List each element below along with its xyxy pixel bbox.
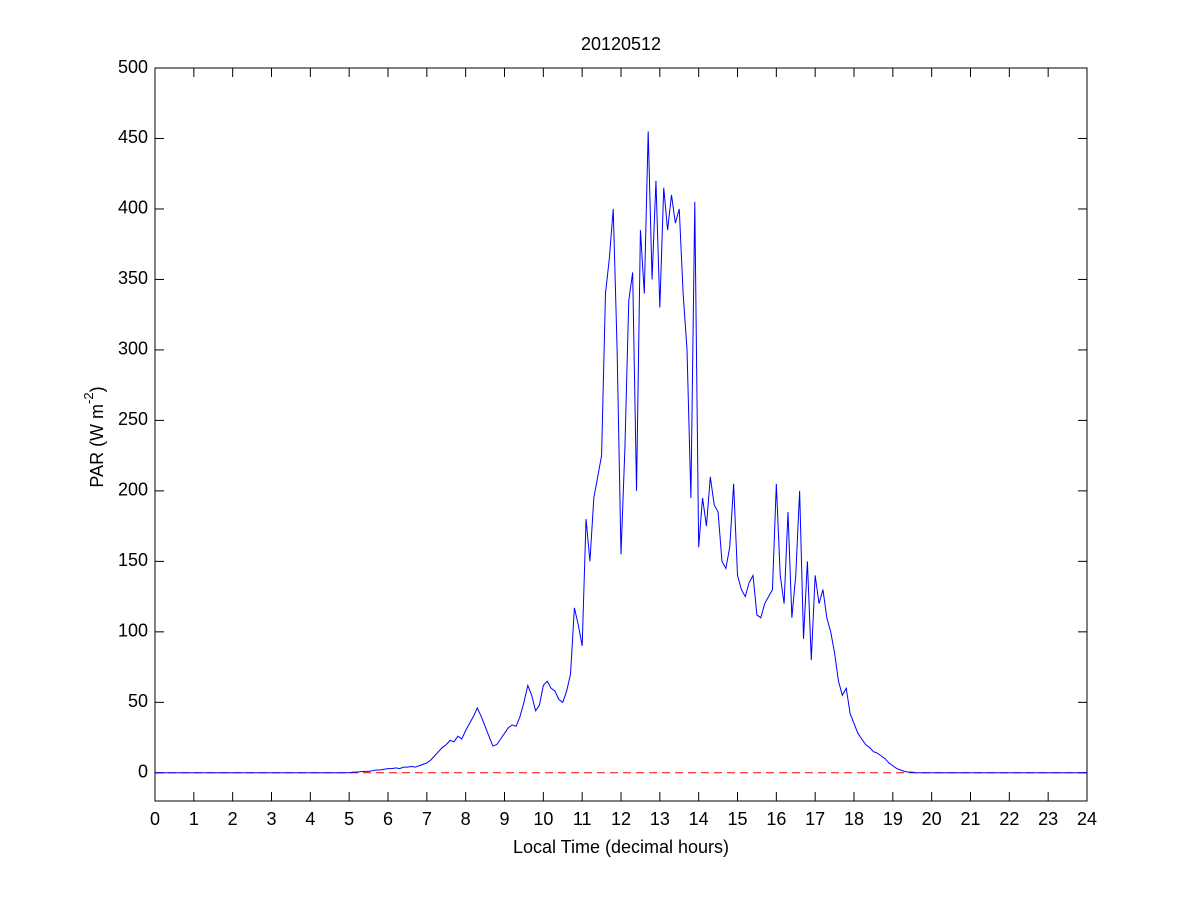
x-tick-label: 13 [650, 809, 670, 829]
x-tick-label: 11 [573, 809, 592, 829]
y-tick-label: 0 [138, 762, 148, 782]
x-tick-label: 15 [727, 809, 747, 829]
x-tick-label: 2 [228, 809, 238, 829]
x-tick-label: 0 [150, 809, 160, 829]
y-tick-label: 200 [118, 480, 148, 500]
x-axis-label: Local Time (decimal hours) [513, 837, 729, 857]
x-tick-label: 24 [1077, 809, 1097, 829]
y-tick-label: 250 [118, 409, 148, 429]
axes-box [154, 67, 1088, 802]
x-tick-label: 17 [805, 809, 825, 829]
x-tick-label: 14 [689, 809, 709, 829]
x-tick-label: 18 [844, 809, 864, 829]
y-axis-label: PAR (W m-2) [81, 386, 106, 487]
x-tick-label: 3 [266, 809, 276, 829]
plot-area [155, 68, 1087, 801]
x-tick-label: 21 [960, 809, 980, 829]
y-axis-label-superscript: -2 [81, 392, 96, 404]
x-tick-label: 5 [344, 809, 354, 829]
x-tick-label: 9 [499, 809, 509, 829]
y-tick-label: 300 [118, 339, 148, 359]
y-tick-label: 500 [118, 57, 148, 77]
y-tick-label: 50 [128, 691, 148, 711]
x-tick-label: 12 [611, 809, 631, 829]
y-axis-label-main: PAR (W m [87, 404, 107, 488]
y-tick-label: 400 [118, 198, 148, 218]
y-axis-label-end: ) [87, 386, 107, 392]
y-tick-label: 450 [118, 127, 148, 147]
data-line [155, 131, 1087, 774]
y-tick-label: 100 [118, 621, 148, 641]
x-tick-label: 4 [305, 809, 315, 829]
x-tick-label: 22 [999, 809, 1019, 829]
x-tick-label: 20 [922, 809, 942, 829]
x-tick-label: 10 [533, 809, 553, 829]
x-tick-label: 23 [1038, 809, 1058, 829]
y-tick-label: 150 [118, 550, 148, 570]
x-tick-label: 6 [383, 809, 393, 829]
x-tick-label: 19 [883, 809, 903, 829]
x-tick-label: 1 [189, 809, 199, 829]
x-tick-label: 8 [461, 809, 471, 829]
chart-title: 20120512 [581, 34, 661, 54]
x-tick-label: 7 [422, 809, 432, 829]
y-tick-label: 350 [118, 268, 148, 288]
x-tick-label: 16 [766, 809, 786, 829]
